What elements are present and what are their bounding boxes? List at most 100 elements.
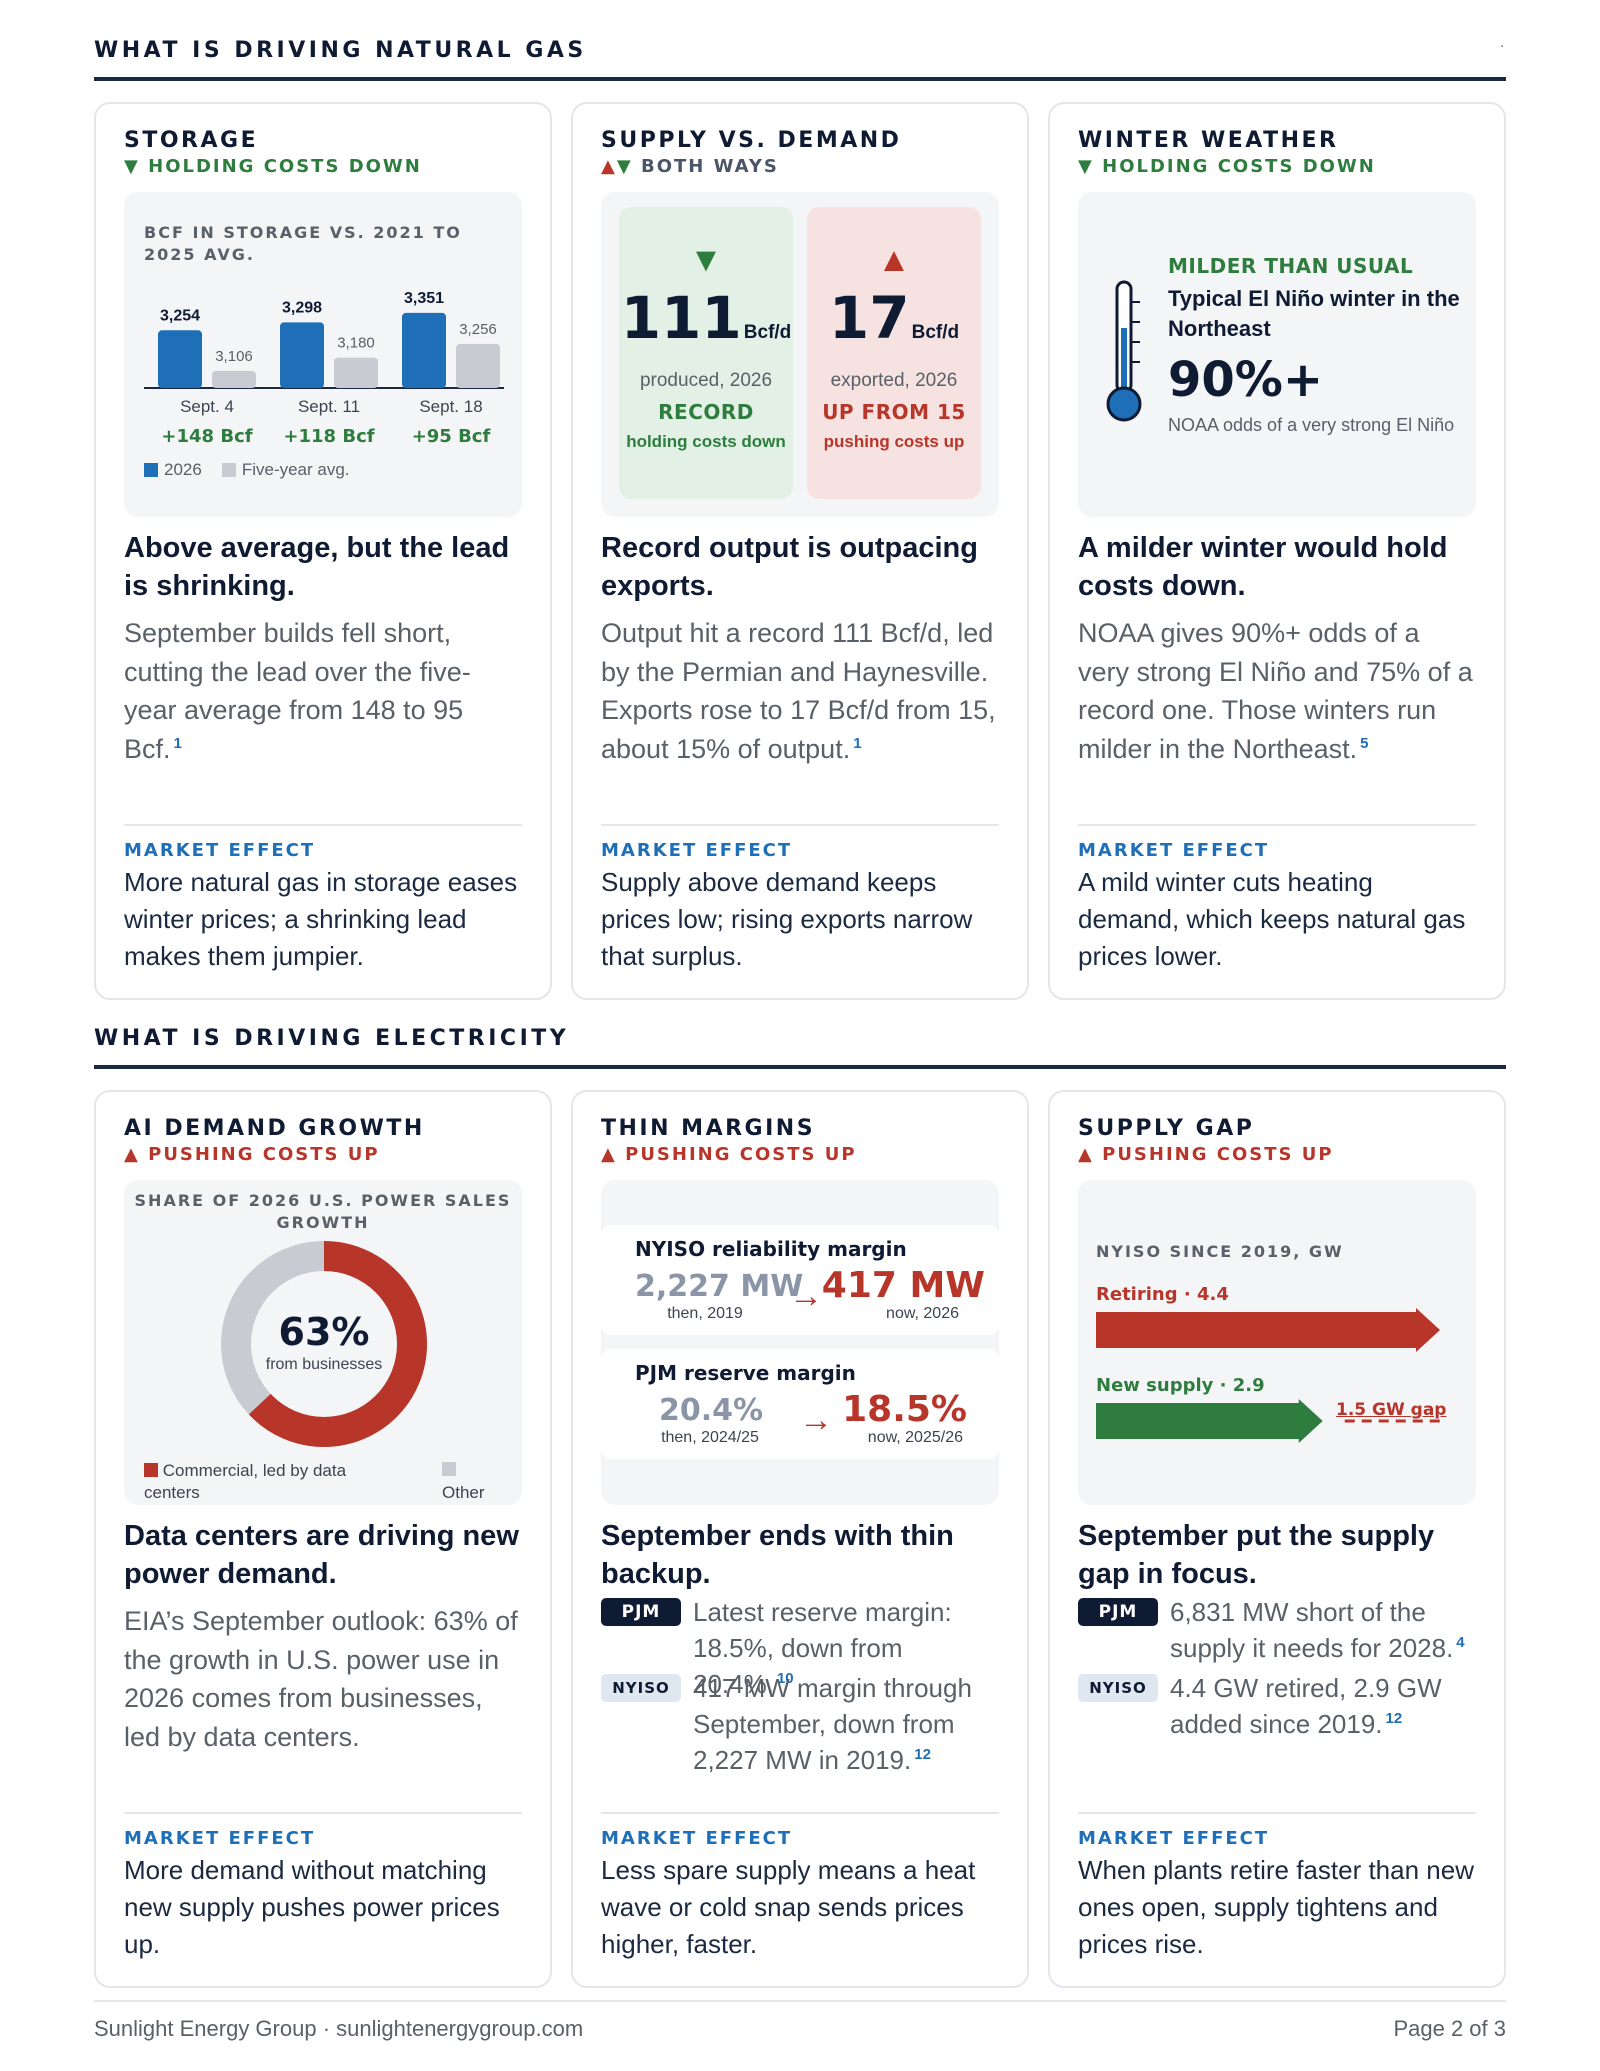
- nyiso-badge: NYISO: [601, 1674, 681, 1702]
- exported-sub: exported, 2026: [830, 370, 958, 391]
- legend-swatch: [442, 1462, 456, 1476]
- new-supply-label: New supply · 2.9: [1096, 1375, 1265, 1396]
- data-label-avg: 3,106: [215, 348, 253, 365]
- storage-chart-panel: BCF IN STORAGE VS. 2021 TO 2025 AVG. 3,2…: [124, 192, 522, 517]
- legend-label-2026: 2026: [164, 460, 202, 479]
- donut-percent: 63%: [278, 1310, 370, 1354]
- down-triangle-icon: ▼: [616, 156, 633, 177]
- card-title: SUPPLY VS. DEMAND: [601, 128, 902, 153]
- supply-gap-chart: [1096, 1308, 1440, 1443]
- exported-number: 17: [828, 284, 910, 352]
- footnote-ref[interactable]: 1: [173, 734, 182, 752]
- margins-panel: NYISO reliability margin 2,227 MW then, …: [601, 1180, 999, 1505]
- page-number: Page 2 of 3: [1393, 2016, 1506, 2041]
- weather-odds-label: NOAA odds of a very strong El Niño: [1168, 415, 1455, 435]
- footnote-ref[interactable]: 12: [914, 1746, 931, 1764]
- bullet-text: Latest reserve margin: 18.5%, down from …: [693, 1594, 999, 1702]
- bullet-body: 417 MW margin through September, down fr…: [693, 1673, 972, 1775]
- bullet-nyiso: NYISO 417 MW margin through September, d…: [601, 1670, 999, 1778]
- new-supply-arrow: [1096, 1399, 1323, 1443]
- exported-unit: Bcf/d: [911, 322, 960, 343]
- x-tick-label: Sept. 4: [180, 397, 234, 416]
- bullet-body: Latest reserve margin: 18.5%, down from …: [693, 1597, 952, 1699]
- x-tick-label: Sept. 11: [298, 397, 360, 416]
- market-effect-label: MARKET EFFECT: [124, 840, 316, 861]
- pjm-badge: PJM: [1078, 1598, 1158, 1626]
- down-triangle-icon: ▼: [1078, 156, 1094, 177]
- exported-tag: UP FROM 15: [822, 400, 966, 424]
- card-headline: Record output is outpacing exports.: [601, 532, 978, 602]
- up-triangle-icon: ▲: [1078, 1144, 1094, 1165]
- card-body: Output hit a record 111 Bcf/d, led by th…: [601, 614, 999, 768]
- bullet-nyiso: NYISO 4.4 GW retired, 2.9 GW added since…: [1078, 1670, 1476, 1742]
- up-triangle-icon: ▲: [601, 1144, 617, 1165]
- footnote-ref[interactable]: 10: [776, 1670, 794, 1688]
- nyiso-margin-title: NYISO reliability margin: [635, 1237, 907, 1261]
- status-text: PUSHING COSTS UP: [148, 1144, 380, 1165]
- produced-sub: produced, 2026: [639, 370, 773, 391]
- nyiso-then-label: then, 2019: [667, 1305, 743, 1322]
- card-headline: September put the supply gap in focus.: [1078, 1520, 1435, 1590]
- pjm-then-label: then, 2024/25: [661, 1429, 759, 1446]
- status-label: ▲ PUSHING COSTS UP: [124, 1144, 380, 1165]
- market-effect-text: Supply above demand keeps prices low; ri…: [601, 867, 973, 971]
- market-effect-text: More natural gas in storage eases winter…: [124, 867, 518, 971]
- chart-title: SHARE OF 2026 U.S. POWER SALES GROWTH: [134, 1191, 512, 1232]
- market-effect-text: A mild winter cuts heating demand, which…: [1078, 867, 1466, 971]
- footnote-ref[interactable]: 5: [1360, 734, 1369, 752]
- weather-heading: Typical El Niño winter in the Northeast: [1168, 286, 1460, 341]
- supply-demand-card: SUPPLY VS. DEMAND ▲▼ BOTH WAYS ▼ 111 Bcf/…: [571, 102, 1029, 1000]
- bullet-body: 6,831 MW short of the supply it needs fo…: [1170, 1597, 1454, 1663]
- legend-swatch-2026: [144, 463, 158, 477]
- up-triangle-icon: ▲: [877, 241, 911, 279]
- right-arrow-icon: →: [789, 1277, 823, 1315]
- down-triangle-icon: ▼: [124, 156, 140, 177]
- divider: [601, 1812, 999, 1814]
- card-title: WINTER WEATHER: [1078, 128, 1339, 153]
- market-effect-label: MARKET EFFECT: [1078, 840, 1270, 861]
- produced-number: 111: [620, 284, 742, 352]
- bar-2026: [402, 312, 446, 388]
- down-triangle-icon: ▼: [689, 241, 723, 279]
- card-body: September builds fell short, cutting the…: [124, 614, 522, 768]
- section-title: WHAT IS DRIVING NATURAL GAS: [94, 38, 587, 63]
- up-triangle-icon: ▲: [601, 156, 617, 177]
- retiring-arrow: [1096, 1308, 1440, 1352]
- pjm-now-value: 18.5%: [842, 1389, 967, 1430]
- card-title: THIN MARGINS: [601, 1116, 816, 1141]
- data-label-2026: 3,351: [404, 290, 444, 307]
- produced-unit: Bcf/d: [743, 322, 792, 343]
- footnote-ref[interactable]: 4: [1456, 1634, 1465, 1652]
- divider: [1078, 1812, 1476, 1814]
- winter-weather-card: WINTER WEATHER ▼ HOLDING COSTS DOWN MILD…: [1048, 102, 1506, 1000]
- legend-label-avg: Five-year avg.: [241, 460, 350, 479]
- card-title: STORAGE: [124, 128, 259, 153]
- storage-card: STORAGE ▼ HOLDING COSTS DOWN BCF IN STOR…: [94, 102, 552, 1000]
- status-text: HOLDING COSTS DOWN: [1102, 156, 1376, 177]
- page-footer: Sunlight Energy Group · sunlightenergygr…: [94, 2000, 1506, 2041]
- status-text: BOTH WAYS: [640, 156, 779, 177]
- thin-margins-card: THIN MARGINS ▲ PUSHING COSTS UP NYISO re…: [571, 1090, 1029, 1988]
- donut-panel: SHARE OF 2026 U.S. POWER SALES GROWTH 63…: [124, 1180, 522, 1505]
- market-effect-text: When plants retire faster than new ones …: [1078, 1855, 1474, 1959]
- footnote-ref[interactable]: 12: [1385, 1710, 1403, 1728]
- status-label: ▼ HOLDING COSTS DOWN: [124, 156, 422, 177]
- donut-sublabel: from businesses: [265, 1356, 383, 1373]
- produced-tag: RECORD: [658, 400, 754, 424]
- donut-chart: [221, 1241, 427, 1447]
- pjm-margin-box: PJM reserve margin 20.4% then, 2024/25 →…: [601, 1349, 999, 1459]
- card-headline: September ends with thin backup.: [601, 1520, 954, 1590]
- chart-title: NYISO SINCE 2019, GW: [1096, 1242, 1344, 1261]
- market-effect-label: MARKET EFFECT: [1078, 1828, 1270, 1849]
- divider: [1078, 824, 1476, 826]
- supply-demand-panel: ▼ 111 Bcf/d produced, 2026 RECORD holding…: [601, 192, 999, 517]
- status-label: ▲ PUSHING COSTS UP: [601, 1144, 857, 1165]
- bullet-text: 4.4 GW retired, 2.9 GW added since 2019.…: [1170, 1670, 1476, 1742]
- market-effect-text: Less spare supply means a heat wave or c…: [601, 1855, 976, 1959]
- nyiso-margin-box: NYISO reliability margin 2,227 MW then, …: [601, 1225, 999, 1335]
- bar-five-year-avg: [334, 357, 378, 388]
- produced-value: 111 Bcf/d: [619, 287, 793, 364]
- footnote-ref[interactable]: 1: [853, 734, 862, 752]
- legend-swatch-avg: [221, 463, 236, 477]
- footer-brand[interactable]: Sunlight Energy Group · sunlightenergygr…: [94, 2016, 584, 2041]
